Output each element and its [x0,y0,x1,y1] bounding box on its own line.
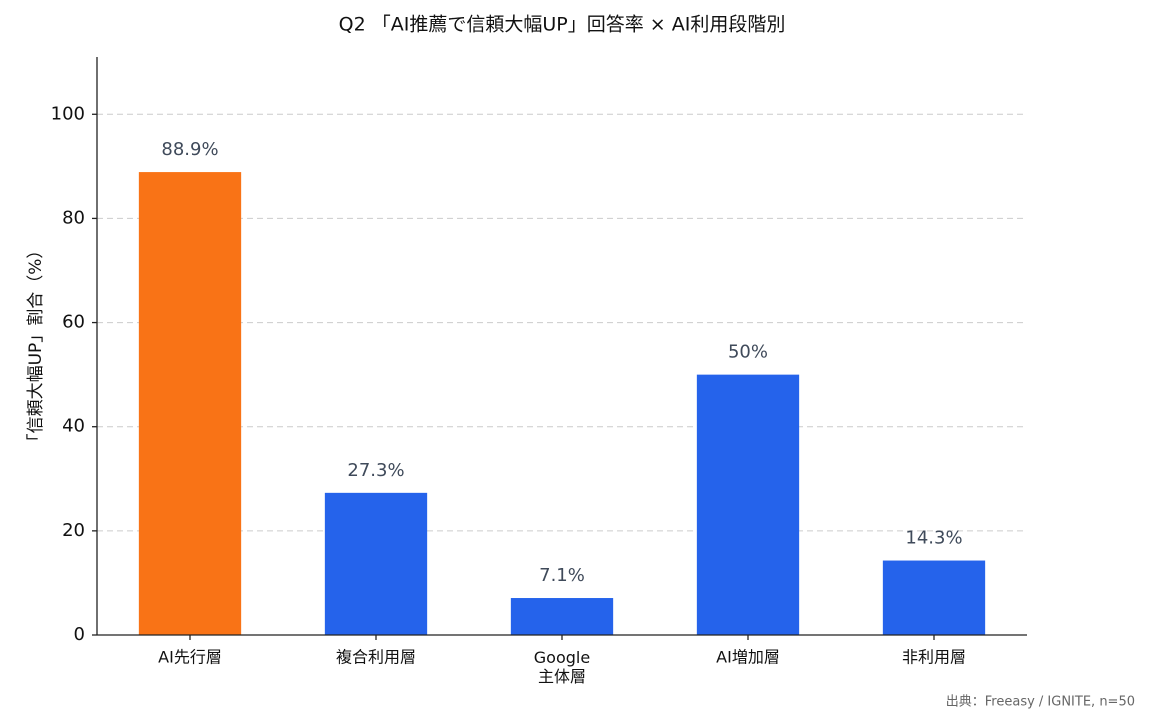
bar [696,374,800,635]
x-tick-label: Google 主体層 [534,648,590,686]
chart-title: Q2 「AI推薦で信頼大幅UP」回答率 × AI利用段階別 [339,14,786,36]
y-tick-label: 0 [74,624,85,645]
x-tick-label: AI先行層 [158,648,222,667]
data-label: 88.9% [161,139,218,160]
y-tick-label: 100 [51,103,85,124]
y-tick-label: 40 [62,416,85,437]
y-tick-label: 20 [62,520,85,541]
bar [882,560,986,635]
data-label: 7.1% [539,565,585,586]
y-axis-label: 「信頼大幅UP」割合（%） [26,242,46,451]
x-tick-label: 複合利用層 [336,648,416,667]
bar [324,492,428,635]
data-label: 14.3% [905,528,962,549]
x-tick-label: AI増加層 [716,648,780,667]
x-tick-label: 非利用層 [902,648,966,667]
data-label: 50% [728,342,768,363]
y-tick-label: 60 [62,312,85,333]
data-label: 27.3% [347,460,404,481]
bar [138,172,242,635]
bar [510,598,614,635]
y-tick-label: 80 [62,207,85,228]
source-note: 出典：Freeasy / IGNITE, n=50 [946,695,1135,710]
